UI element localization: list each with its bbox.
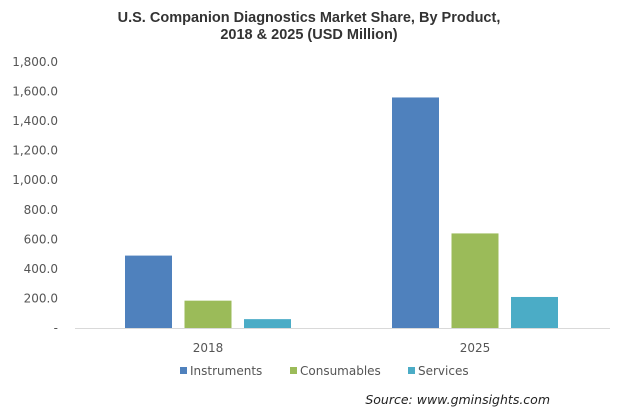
- legend-swatch-instruments: [180, 367, 187, 374]
- bar-services-2025: [511, 296, 558, 328]
- y-tick-label: 1,200.0: [12, 144, 58, 158]
- y-tick-label: 400.0: [24, 262, 58, 276]
- y-tick-label: 200.0: [24, 291, 58, 305]
- y-tick-label: 1,000.0: [12, 173, 58, 187]
- chart-title: U.S. Companion Diagnostics Market Share,…: [0, 10, 618, 44]
- legend-label-consumables: Consumables: [300, 364, 381, 378]
- y-tick-label: 800.0: [24, 203, 58, 217]
- bar-instruments-2025: [392, 97, 439, 328]
- y-tick-label: 600.0: [24, 232, 58, 246]
- bar-consumables-2018: [184, 300, 232, 328]
- bar-chart: - 200.0 400.0 600.0 800.0 1,000.0 1,200.0 1,400…: [12, 55, 610, 378]
- y-tick-label: -: [54, 321, 58, 335]
- bar-instruments-2018: [125, 255, 172, 328]
- chart-title-line2: 2018 & 2025 (USD Million): [220, 27, 398, 43]
- legend-swatch-services: [408, 367, 415, 374]
- x-tick-label: 2018: [193, 341, 224, 355]
- source-text: Source: www.gminsights.com: [365, 392, 550, 407]
- y-tick-label: 1,600.0: [12, 85, 58, 99]
- legend-label-instruments: Instruments: [190, 364, 262, 378]
- y-tick-label: 1,800.0: [12, 55, 58, 69]
- y-tick-label: 1,400.0: [12, 114, 58, 128]
- bar-consumables-2025: [451, 233, 499, 328]
- x-tick-label: 2025: [460, 341, 491, 355]
- bar-services-2018: [244, 319, 291, 328]
- legend-swatch-consumables: [290, 367, 297, 374]
- chart-title-line1: U.S. Companion Diagnostics Market Share,…: [117, 10, 501, 26]
- legend-label-services: Services: [418, 364, 469, 378]
